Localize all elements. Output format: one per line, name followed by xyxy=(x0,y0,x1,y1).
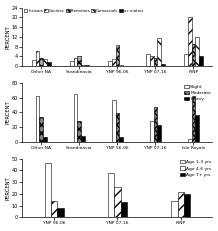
Bar xyxy=(108,61,112,66)
Bar xyxy=(112,59,116,66)
Bar xyxy=(153,107,157,142)
Y-axis label: PERCENT: PERCENT xyxy=(5,176,10,200)
Bar xyxy=(32,60,36,66)
Bar xyxy=(114,187,121,217)
Bar xyxy=(150,56,153,66)
Bar xyxy=(39,117,43,142)
Bar xyxy=(39,58,43,66)
Bar xyxy=(150,121,153,142)
Bar xyxy=(119,65,123,66)
Bar xyxy=(146,54,150,66)
Bar xyxy=(116,45,119,66)
Bar xyxy=(153,58,157,66)
Bar xyxy=(70,61,74,66)
Bar xyxy=(74,58,77,66)
Bar xyxy=(85,65,89,66)
Bar xyxy=(161,64,165,66)
Bar xyxy=(43,137,47,142)
Bar xyxy=(47,62,51,66)
Bar xyxy=(199,56,203,66)
Bar xyxy=(44,164,51,217)
Bar xyxy=(121,202,127,217)
Bar xyxy=(57,208,63,217)
Bar xyxy=(184,54,188,66)
Legend: Slight, Moderate, Heavy: Slight, Moderate, Heavy xyxy=(184,84,211,102)
Bar xyxy=(157,125,161,142)
Y-axis label: PERCENT: PERCENT xyxy=(5,25,10,49)
Bar xyxy=(43,59,47,66)
Bar xyxy=(77,121,81,142)
Bar xyxy=(195,37,199,66)
Bar xyxy=(74,94,77,142)
Bar xyxy=(192,44,195,66)
Bar xyxy=(51,201,57,217)
Bar xyxy=(188,140,192,142)
Bar xyxy=(81,65,85,66)
Bar xyxy=(81,136,85,142)
Bar xyxy=(36,96,39,142)
Legend: Incisors, Canines, Premolars, Carnassials, oc molars: Incisors, Canines, Premolars, Carnassial… xyxy=(23,8,144,13)
Legend: Age 1-3 yrs, Age 4-6 yrs, Age 7+ yrs: Age 1-3 yrs, Age 4-6 yrs, Age 7+ yrs xyxy=(180,160,211,177)
Bar xyxy=(171,201,178,217)
Bar xyxy=(157,38,161,66)
Bar xyxy=(195,115,199,142)
Y-axis label: PERCENT: PERCENT xyxy=(5,100,10,124)
Bar xyxy=(108,173,114,217)
Bar xyxy=(184,194,190,217)
Bar xyxy=(77,56,81,66)
Bar xyxy=(36,52,39,66)
Bar xyxy=(188,17,192,66)
Bar xyxy=(112,100,116,142)
Bar xyxy=(178,191,184,217)
Bar xyxy=(119,137,123,142)
Bar xyxy=(192,96,195,142)
Bar xyxy=(116,113,119,142)
